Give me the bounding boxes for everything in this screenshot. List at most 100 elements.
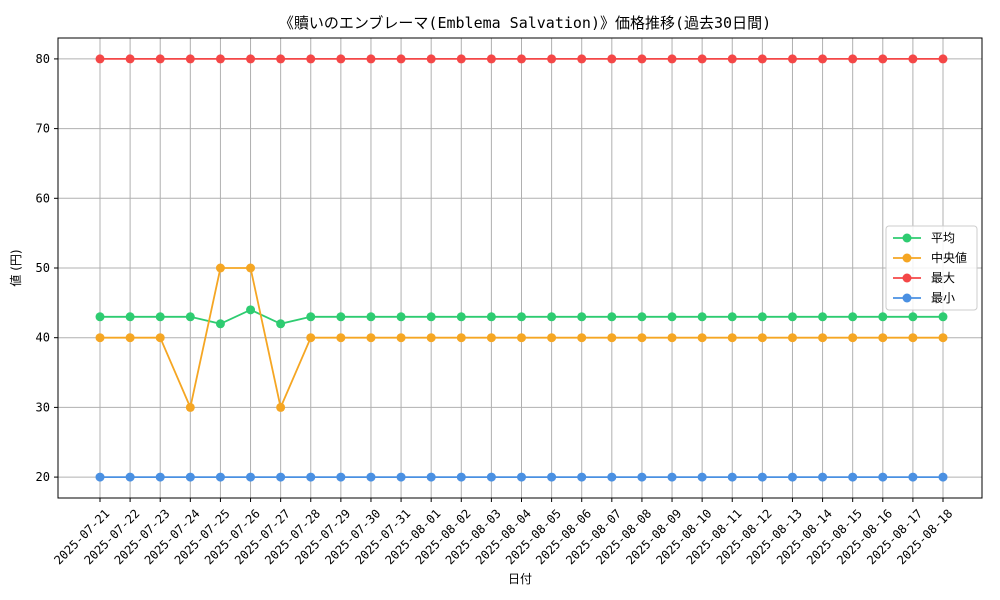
legend-swatch-marker [902,273,912,283]
data-point [95,472,105,482]
data-point [426,54,436,64]
data-point [607,472,617,482]
data-point [396,472,406,482]
data-point [276,54,286,64]
data-point [637,312,647,322]
data-point [486,54,496,64]
data-point [366,54,376,64]
data-point [396,312,406,322]
data-point [908,333,918,343]
data-point [426,312,436,322]
series-layer [95,54,948,482]
data-point [697,333,707,343]
legend-label: 最小 [931,291,955,305]
data-point [306,312,316,322]
data-point [607,312,617,322]
data-point [155,54,165,64]
data-point [246,54,256,64]
data-point [95,312,105,322]
data-point [456,333,466,343]
data-point [185,402,195,412]
y-tick-label: 70 [36,122,50,136]
data-point [426,333,436,343]
data-point [697,312,707,322]
data-point [486,312,496,322]
legend-swatch-marker [902,233,912,243]
data-point [818,333,828,343]
data-point [246,263,256,273]
x-axis-label: 日付 [508,572,532,586]
data-point [336,54,346,64]
y-tick-label: 60 [36,191,50,205]
data-point [667,312,677,322]
data-point [336,333,346,343]
data-point [155,312,165,322]
data-point [697,54,707,64]
legend-label: 最大 [931,271,955,285]
data-point [517,472,526,482]
data-point [276,472,286,482]
data-point [426,472,436,482]
data-point [366,472,376,482]
data-point [878,333,888,343]
data-point [547,333,557,343]
chart-title: 《贖いのエンブレーマ(Emblema Salvation)》価格推移(過去30日… [279,14,771,32]
data-point [306,333,316,343]
data-point [547,54,557,64]
data-point [547,312,557,322]
data-point [697,472,707,482]
data-point [517,312,526,322]
data-point [95,333,105,343]
data-point [396,333,406,343]
y-tick-label: 20 [36,470,50,484]
data-point [547,472,557,482]
data-point [667,472,677,482]
data-point [607,54,617,64]
y-tick-label: 40 [36,331,50,345]
data-point [577,54,587,64]
grid-layer [58,38,982,498]
data-point [125,333,135,343]
data-point [727,312,737,322]
legend-box [885,225,978,311]
data-point [185,472,195,482]
data-point [306,472,316,482]
data-point [757,472,767,482]
data-point [456,472,466,482]
data-point [185,54,195,64]
data-point [336,472,346,482]
legend-label: 平均 [931,231,955,245]
data-point [727,54,737,64]
series-2 [95,263,948,412]
data-point [366,333,376,343]
data-point [215,319,225,329]
data-point [155,472,165,482]
data-point [306,54,316,64]
data-point [486,472,496,482]
data-point [456,54,466,64]
data-point [246,305,256,315]
data-point [908,472,918,482]
data-point [486,333,496,343]
data-point [848,54,858,64]
data-point [667,54,677,64]
data-point [787,54,797,64]
data-point [366,312,376,322]
data-point [155,333,165,343]
data-point [908,54,918,64]
data-point [607,333,617,343]
data-point [276,319,286,329]
legend-swatch-marker [902,253,912,263]
data-point [396,54,406,64]
data-point [276,402,286,412]
data-point [727,333,737,343]
data-point [848,472,858,482]
legend-swatch-marker [902,293,912,303]
data-point [787,312,797,322]
data-point [246,472,256,482]
y-axis-label: 値 (円) [8,249,23,286]
